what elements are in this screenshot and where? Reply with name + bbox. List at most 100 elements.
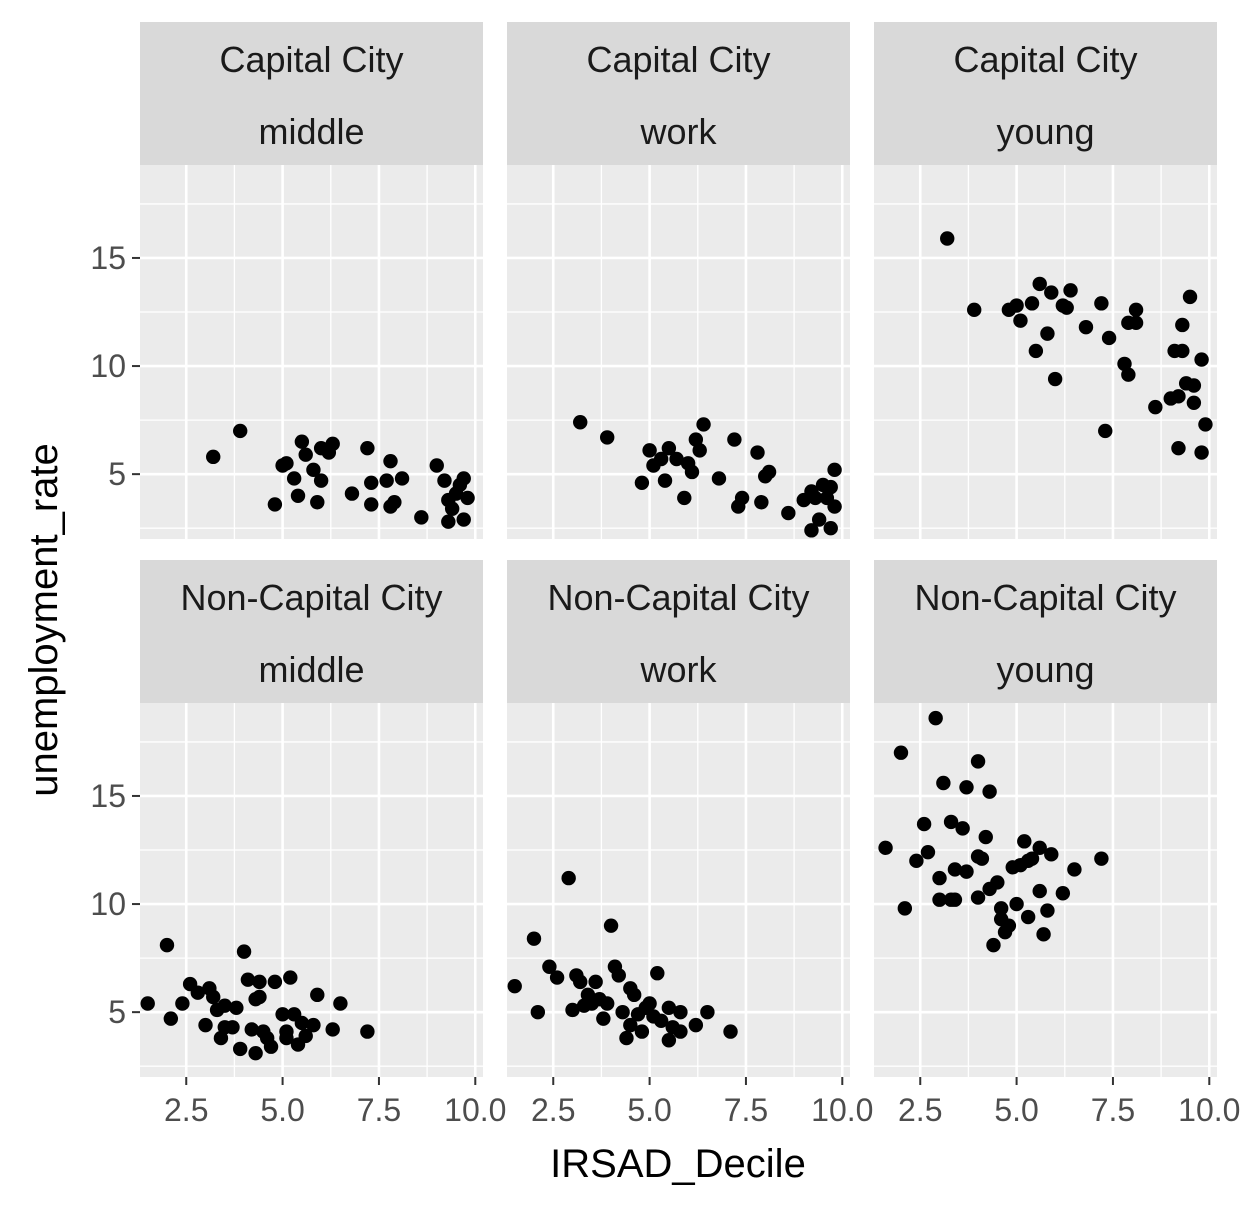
data-point	[970, 890, 986, 905]
data-point	[943, 814, 959, 830]
facet-strip	[874, 22, 1217, 165]
data-point	[700, 1004, 715, 1020]
data-point	[684, 464, 700, 480]
data-point	[1067, 862, 1082, 877]
data-point	[456, 471, 471, 486]
data-point	[217, 998, 232, 1013]
data-point	[932, 892, 947, 907]
data-point	[333, 996, 348, 1011]
data-point	[1001, 918, 1017, 933]
data-point	[414, 510, 429, 525]
data-point	[387, 495, 402, 510]
data-point	[229, 1000, 244, 1016]
x-tick-label: 2.5	[898, 1092, 942, 1128]
data-point	[1032, 840, 1047, 856]
data-point	[1101, 330, 1117, 346]
data-point	[1036, 927, 1051, 942]
data-point	[1194, 445, 1209, 460]
data-point	[526, 931, 542, 946]
data-point	[252, 974, 267, 990]
data-point	[364, 475, 379, 490]
data-point	[263, 1039, 279, 1054]
y-tick-label: 15	[90, 240, 126, 276]
data-point	[811, 512, 827, 527]
facet-strip-col-label: work	[639, 111, 717, 152]
facet-strip-row-label: Non-Capital City	[180, 577, 442, 618]
data-point	[298, 1028, 313, 1044]
data-point	[1148, 399, 1163, 415]
data-point	[1094, 851, 1109, 866]
data-point	[982, 784, 997, 799]
data-point	[310, 987, 325, 1003]
data-point	[661, 1000, 677, 1016]
x-tick-label: 10.0	[444, 1092, 506, 1128]
data-point	[206, 449, 221, 465]
data-point	[573, 974, 588, 990]
data-point	[1186, 378, 1202, 393]
data-point	[252, 989, 267, 1005]
facet-strip-row-label: Capital City	[953, 39, 1137, 80]
data-point	[634, 1024, 650, 1039]
data-point	[1182, 289, 1198, 305]
data-point	[696, 417, 711, 432]
data-point	[290, 488, 306, 503]
data-point	[549, 970, 565, 985]
data-point	[561, 870, 576, 886]
facet-panel: Capital City middle 5 10 15	[90, 22, 483, 539]
panel-background	[874, 165, 1217, 539]
data-point	[734, 490, 750, 506]
data-point	[1055, 886, 1071, 901]
data-point	[140, 996, 155, 1011]
data-point	[294, 434, 310, 449]
facet-strip-col-label: young	[996, 111, 1094, 152]
panel-background	[140, 703, 483, 1077]
data-point	[379, 473, 394, 488]
data-point	[437, 473, 452, 488]
data-point	[573, 415, 588, 430]
data-point	[928, 710, 943, 726]
facet-strip	[140, 560, 483, 703]
facet-strip-row-label: Non-Capital City	[547, 577, 809, 618]
data-point	[1040, 903, 1055, 918]
data-point	[286, 471, 302, 486]
data-point	[711, 471, 727, 486]
x-tick-label: 7.5	[724, 1092, 768, 1128]
data-point	[909, 853, 924, 869]
data-point	[959, 864, 974, 879]
data-point	[1009, 298, 1024, 313]
data-point	[383, 453, 398, 469]
data-point	[364, 497, 379, 512]
data-point	[990, 875, 1005, 890]
data-point	[313, 473, 329, 488]
data-point	[727, 432, 742, 447]
data-point	[275, 1007, 290, 1022]
data-point	[978, 829, 993, 845]
y-tick-label: 5	[108, 994, 126, 1030]
data-point	[163, 1011, 179, 1026]
data-point	[1171, 441, 1186, 456]
data-point	[325, 436, 340, 452]
data-point	[1117, 356, 1132, 372]
data-point	[677, 490, 692, 506]
data-point	[530, 1004, 546, 1020]
data-point	[657, 473, 673, 488]
data-point	[661, 441, 677, 456]
data-point	[808, 490, 823, 506]
data-point	[642, 443, 657, 458]
data-point	[897, 901, 913, 916]
y-tick-label: 5	[108, 456, 126, 492]
facet-strip	[140, 22, 483, 165]
x-tick-label: 2.5	[164, 1092, 208, 1128]
data-point	[1040, 326, 1055, 341]
x-tick-label: 7.5	[357, 1092, 401, 1128]
data-point	[279, 456, 294, 471]
facet-strip-col-label: work	[639, 649, 717, 690]
data-point	[1013, 313, 1028, 328]
data-point	[565, 1002, 580, 1018]
panel-background	[507, 165, 850, 539]
data-point	[588, 974, 603, 990]
data-point	[893, 745, 909, 760]
data-point	[619, 1030, 634, 1046]
